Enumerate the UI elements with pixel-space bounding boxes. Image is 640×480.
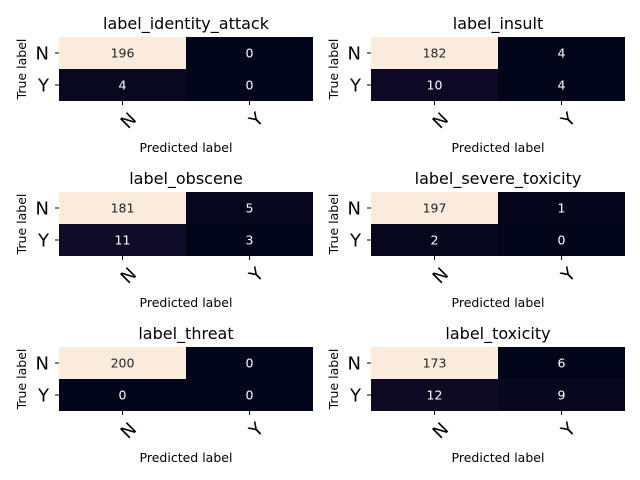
- cell-value-label: 11: [115, 233, 131, 248]
- heatmap-cell: [186, 69, 313, 101]
- y-tick-label: Y: [37, 386, 50, 407]
- y-tick-label: N: [348, 44, 361, 65]
- cell-value-label: 12: [427, 388, 443, 403]
- chart-title: label_identity_attack: [103, 14, 270, 34]
- x-axis-label: Predicted label: [452, 140, 545, 155]
- heatmap-cell: [59, 69, 186, 101]
- heatmap-cell: [498, 224, 625, 256]
- y-tick-label: N: [36, 354, 49, 375]
- heatmap-cell: [498, 69, 625, 101]
- x-tick-label: N: [429, 419, 453, 443]
- x-tick-label: N: [429, 264, 453, 288]
- heatmap-cell: [498, 192, 625, 224]
- chart-title: label_toxicity: [445, 324, 550, 344]
- cell-value-label: 0: [246, 388, 254, 403]
- heatmap-cell: [498, 37, 625, 69]
- x-axis-label: Predicted label: [140, 295, 233, 310]
- x-tick-label: Y: [245, 108, 269, 132]
- cell-value-label: 173: [423, 356, 447, 371]
- x-tick-label: Y: [557, 418, 581, 442]
- cell-value-label: 2: [431, 233, 439, 248]
- y-axis-label: True label: [14, 349, 29, 411]
- y-axis-label: True label: [14, 194, 29, 256]
- cell-value-label: 196: [111, 46, 135, 61]
- heatmap-cell: [186, 379, 313, 411]
- x-tick-label: N: [117, 419, 141, 443]
- cell-value-label: 4: [558, 46, 566, 61]
- y-tick-label: N: [36, 44, 49, 65]
- heatmap-cell: [371, 69, 498, 101]
- x-axis-label: Predicted label: [140, 450, 233, 465]
- heatmap-cell: [186, 347, 313, 379]
- heatmap-cell: [371, 37, 498, 69]
- chart-title: label_severe_toxicity: [415, 169, 582, 189]
- y-tick-label: Y: [349, 76, 362, 97]
- chart-title: label_threat: [138, 324, 233, 344]
- cell-value-label: 0: [246, 46, 254, 61]
- heatmap-cell: [186, 192, 313, 224]
- y-tick-label: N: [348, 354, 361, 375]
- y-tick-label: N: [348, 199, 361, 220]
- heatmap-cell: [371, 224, 498, 256]
- cell-value-label: 0: [119, 388, 127, 403]
- y-tick-label: N: [36, 199, 49, 220]
- y-axis-label: True label: [14, 39, 29, 101]
- cell-value-label: 200: [111, 356, 135, 371]
- cell-value-label: 0: [558, 233, 566, 248]
- x-tick-label: N: [117, 264, 141, 288]
- y-axis-label: True label: [326, 349, 341, 411]
- heatmap-cell: [59, 379, 186, 411]
- heatmap-cell: [59, 37, 186, 69]
- heatmap-cell: [498, 379, 625, 411]
- heatmap-cell: [59, 224, 186, 256]
- y-tick-label: Y: [349, 386, 362, 407]
- x-axis-label: Predicted label: [452, 295, 545, 310]
- cell-value-label: 181: [111, 201, 135, 216]
- x-tick-label: N: [117, 109, 141, 133]
- x-tick-label: N: [429, 109, 453, 133]
- y-axis-label: True label: [326, 194, 341, 256]
- heatmap-cell: [186, 224, 313, 256]
- y-tick-label: Y: [349, 231, 362, 252]
- y-tick-label: Y: [37, 76, 50, 97]
- x-tick-label: Y: [245, 263, 269, 287]
- x-tick-label: Y: [557, 263, 581, 287]
- x-tick-label: Y: [557, 108, 581, 132]
- cell-value-label: 4: [119, 78, 127, 93]
- cell-value-label: 0: [246, 78, 254, 93]
- heatmap-cell: [59, 347, 186, 379]
- cell-value-label: 4: [558, 78, 566, 93]
- heatmap-cell: [59, 192, 186, 224]
- y-axis-label: True label: [326, 39, 341, 101]
- cell-value-label: 0: [246, 356, 254, 371]
- cell-value-label: 3: [246, 233, 254, 248]
- cell-value-label: 1: [558, 201, 566, 216]
- heatmap-cell: [186, 37, 313, 69]
- heatmap-cell: [371, 192, 498, 224]
- chart-title: label_obscene: [129, 169, 243, 189]
- chart-title: label_insult: [453, 14, 543, 34]
- y-tick-label: Y: [37, 231, 50, 252]
- cell-value-label: 10: [427, 78, 443, 93]
- cell-value-label: 182: [423, 46, 447, 61]
- cell-value-label: 5: [246, 201, 254, 216]
- x-axis-label: Predicted label: [140, 140, 233, 155]
- cell-value-label: 6: [558, 356, 566, 371]
- x-tick-label: Y: [245, 418, 269, 442]
- heatmap-cell: [371, 347, 498, 379]
- heatmap-cell: [498, 347, 625, 379]
- cell-value-label: 197: [423, 201, 447, 216]
- cell-value-label: 9: [558, 388, 566, 403]
- heatmap-cell: [371, 379, 498, 411]
- x-axis-label: Predicted label: [452, 450, 545, 465]
